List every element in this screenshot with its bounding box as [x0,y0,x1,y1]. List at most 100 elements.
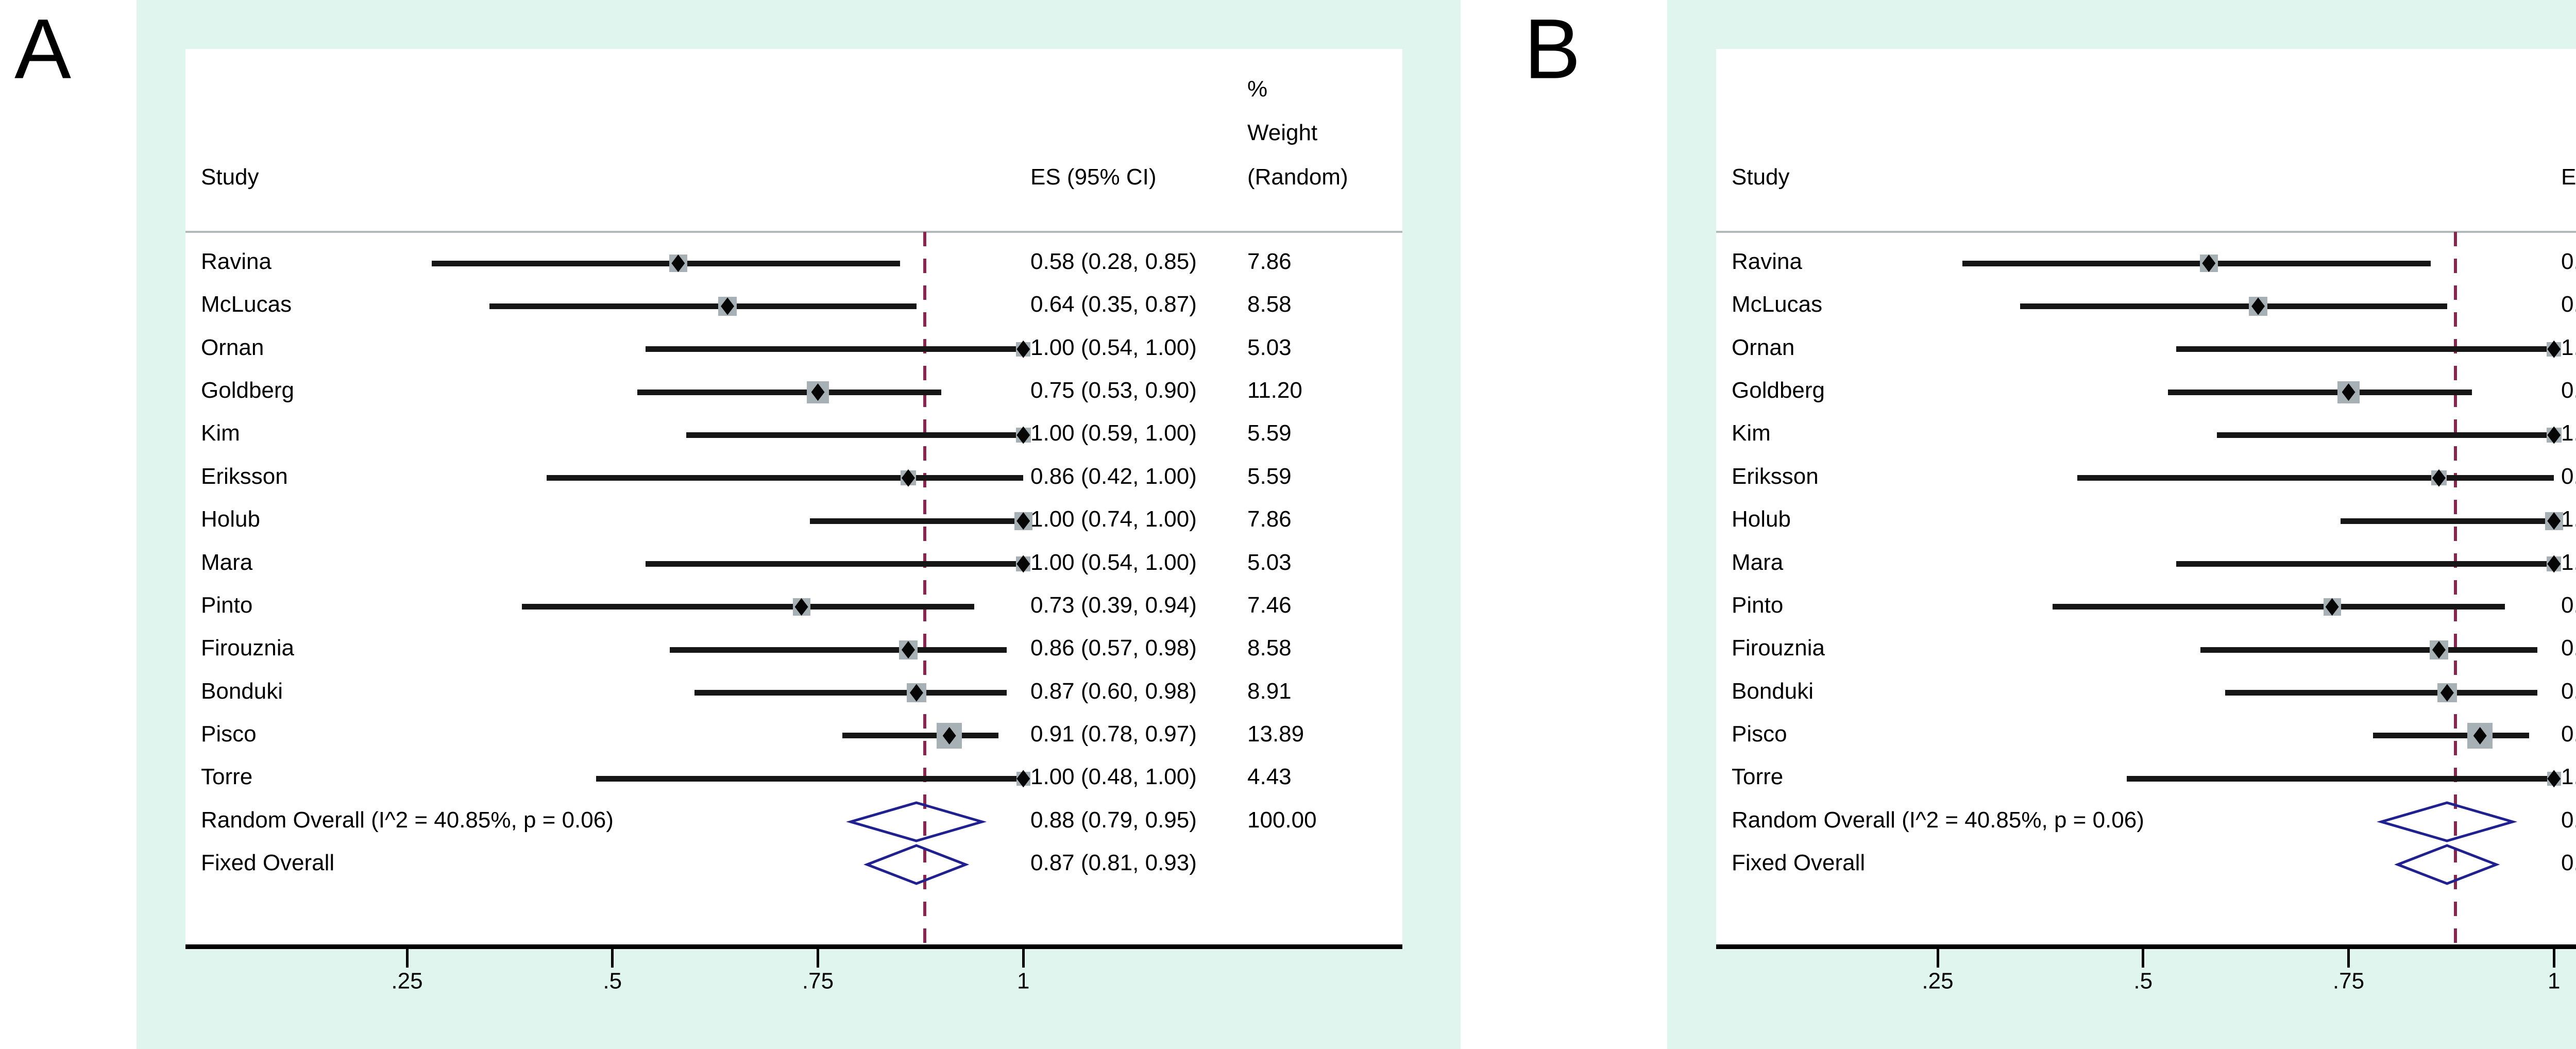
x-axis-tick-mark [611,949,614,968]
study-name: McLucas [201,292,292,317]
study-name: Mara [201,549,253,575]
ci-line [645,346,1024,352]
ci-line [431,260,900,266]
overall-diamond-shape [2377,801,2518,842]
x-axis-tick-label: 1 [2548,968,2561,994]
es-value: 0.87 (0.81, 0.93) [2561,850,2576,876]
es-value: 1.00 (0.59, 1.00) [1030,420,1197,446]
study-name: Holub [201,506,260,532]
es-value: 0.86 (0.57, 0.98) [2561,635,2576,661]
study-name: Bonduki [1732,678,1814,704]
plot-area [185,49,1402,944]
ci-line [2167,389,2472,395]
study-name: Torre [1732,764,1784,790]
weight-value: 13.89 [1247,721,1304,747]
x-axis-tick-mark [817,949,819,968]
ci-line [2176,346,2554,352]
study-name: Pisco [201,721,257,747]
es-value: 0.75 (0.53, 0.90) [2561,378,2576,403]
ci-line [2053,604,2505,610]
es-value: 0.87 (0.81, 0.93) [1030,850,1197,876]
ci-line [489,303,917,309]
study-name: Eriksson [1732,463,1819,489]
study-name: Fixed Overall [1732,850,1866,876]
header-separator [185,231,1402,233]
overall-diamond-shape [846,801,987,842]
weight-value: 7.86 [1247,506,1292,532]
study-name: Mara [1732,549,1784,575]
ci-line [522,604,974,610]
study-name: Random Overall (I^2 = 40.85%, p = 0.06) [1732,807,2144,833]
overall-diamond-shape [863,844,970,885]
es-value: 1.00 (0.54, 1.00) [2561,334,2576,360]
ci-line [2373,733,2530,739]
ci-line [842,733,999,739]
x-axis-line [185,944,1402,949]
ci-line [2200,647,2538,653]
x-axis-tick-mark [2347,949,2350,968]
es-value: 0.64 (0.35, 0.87) [1030,292,1197,317]
ci-line [2126,775,2554,782]
ci-line [694,690,1007,696]
overall-diamond [2394,844,2500,885]
study-name: Pisco [1732,721,1787,747]
ci-line [2340,518,2554,524]
es-value: 1.00 (0.54, 1.00) [2561,549,2576,575]
overall-diamond [2377,801,2518,842]
weight-value: 8.58 [1247,635,1292,661]
x-axis-tick-mark [2142,949,2145,968]
es-value: 0.88 (0.79, 0.95) [1030,807,1197,833]
overall-diamond [863,844,970,885]
col-header-random: (Random) [1247,164,1348,190]
x-axis-line [1716,944,2576,949]
es-value: 0.91 (0.78, 0.97) [2561,721,2576,747]
ci-line [2225,690,2538,696]
weight-value: 8.58 [1247,292,1292,317]
es-value: 1.00 (0.59, 1.00) [2561,420,2576,446]
es-value: 0.86 (0.42, 1.00) [2561,463,2576,489]
weight-value: 5.59 [1247,463,1292,489]
es-value: 0.87 (0.60, 0.98) [1030,678,1197,704]
study-name: Pinto [1732,593,1784,618]
x-axis-tick-mark [1022,949,1025,968]
col-header-study: Study [201,164,259,190]
x-axis-tick-label: .5 [603,968,622,994]
x-axis-tick-label: .25 [391,968,423,994]
x-axis-tick-mark [405,949,409,968]
es-value: 1.00 (0.74, 1.00) [2561,506,2576,532]
ci-line [809,518,1024,524]
plot-area [1716,49,2576,944]
x-axis-tick-label: 1 [1017,968,1030,994]
study-name: Ravina [201,249,272,275]
weight-value: 8.91 [1247,678,1292,704]
ci-line [637,389,941,395]
weight-value: 100.00 [1247,807,1317,833]
es-value: 1.00 (0.74, 1.00) [1030,506,1197,532]
study-name: Goldberg [201,378,295,403]
overall-diamond [846,801,987,842]
ci-line [2217,432,2554,438]
es-value: 1.00 (0.54, 1.00) [1030,334,1197,360]
es-value: 1.00 (0.54, 1.00) [1030,549,1197,575]
col-header-weight: Weight [1247,120,1318,146]
study-name: Ravina [1732,249,1802,275]
ci-line [1962,260,2431,266]
study-name: Bonduki [201,678,283,704]
weight-value: 5.59 [1247,420,1292,446]
x-axis-tick-label: .75 [802,968,834,994]
panel-label: B [1524,1,1581,96]
study-name: Holub [1732,506,1791,532]
es-value: 0.86 (0.57, 0.98) [1030,635,1197,661]
header-separator [1716,231,2576,233]
es-value: 1.00 (0.48, 1.00) [1030,764,1197,790]
col-header-pct: % [1247,76,1268,102]
es-value: 0.75 (0.53, 0.90) [1030,378,1197,403]
ci-line [547,475,1024,481]
x-axis-tick-label: .5 [2133,968,2153,994]
study-name: Fixed Overall [201,850,335,876]
study-name: Random Overall (I^2 = 40.85%, p = 0.06) [201,807,614,833]
study-name: Goldberg [1732,378,1825,403]
study-name: Eriksson [201,463,288,489]
null-line [923,232,926,944]
es-value: 0.58 (0.28, 0.85) [1030,249,1197,275]
